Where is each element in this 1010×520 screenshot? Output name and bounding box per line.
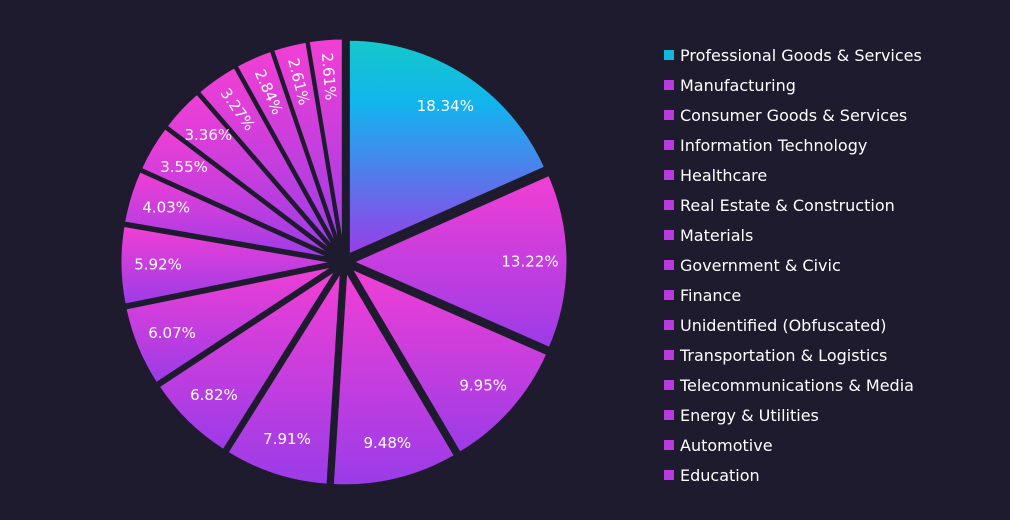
legend-item[interactable]: Healthcare — [664, 160, 922, 190]
pie-slice[interactable] — [196, 64, 341, 257]
legend-item[interactable]: Materials — [664, 220, 922, 250]
legend-label: Transportation & Logistics — [680, 345, 888, 365]
legend-item[interactable]: Education — [664, 460, 922, 490]
slice-data-label: 3.55% — [160, 158, 208, 176]
legend-swatch — [664, 290, 674, 300]
legend-item[interactable]: Real Estate & Construction — [664, 190, 922, 220]
legend-swatch — [664, 470, 674, 480]
legend-swatch — [664, 110, 674, 120]
pie-slice[interactable] — [155, 266, 340, 453]
pie-slice[interactable] — [346, 264, 550, 456]
pie-slice[interactable] — [118, 223, 337, 307]
slice-data-label: 6.82% — [190, 386, 238, 404]
legend-item[interactable]: Government & Civic — [664, 250, 922, 280]
legend-item[interactable]: Automotive — [664, 430, 922, 460]
legend-label: Government & Civic — [680, 255, 841, 275]
legend-label: Information Technology — [680, 135, 868, 155]
pie-slices — [118, 36, 570, 488]
legend-swatch — [664, 80, 674, 90]
legend-item[interactable]: Transportation & Logistics — [664, 340, 922, 370]
pie-slice[interactable] — [138, 125, 339, 260]
pie-slice[interactable] — [163, 90, 340, 258]
legend-swatch — [664, 170, 674, 180]
pie-slice[interactable] — [346, 37, 548, 258]
legend-label: Professional Goods & Services — [680, 45, 922, 65]
pie-slice[interactable] — [121, 168, 337, 262]
legend-label: Materials — [680, 225, 754, 245]
legend-label: Telecommunications & Media — [680, 375, 914, 395]
legend-item[interactable]: Finance — [664, 280, 922, 310]
legend-swatch — [664, 350, 674, 360]
slice-data-label: 18.34% — [417, 97, 474, 115]
legend-label: Education — [680, 465, 760, 485]
slice-data-label: 2.61% — [318, 52, 340, 101]
pie-slice[interactable] — [330, 264, 458, 488]
legend-swatch — [664, 410, 674, 420]
legend-label: Real Estate & Construction — [680, 195, 895, 215]
legend-swatch — [664, 440, 674, 450]
legend-swatch — [664, 380, 674, 390]
pie-slice[interactable] — [224, 268, 344, 487]
chart-legend: Professional Goods & Services Manufacturi… — [664, 40, 922, 490]
slice-data-label: 4.03% — [142, 198, 190, 216]
legend-swatch — [664, 140, 674, 150]
slice-data-label: 6.07% — [148, 324, 196, 342]
slice-data-label: 9.48% — [363, 434, 411, 452]
legend-label: Automotive — [680, 435, 773, 455]
legend-item[interactable]: Energy & Utilities — [664, 400, 922, 430]
legend-label: Manufacturing — [680, 75, 796, 95]
slice-data-label: 13.22% — [501, 252, 558, 270]
legend-label: Consumer Goods & Services — [680, 105, 908, 125]
legend-item[interactable]: Information Technology — [664, 130, 922, 160]
legend-item[interactable]: Professional Goods & Services — [664, 40, 922, 70]
legend-swatch — [664, 230, 674, 240]
legend-label: Energy & Utilities — [680, 405, 819, 425]
pie-chart: 18.34% 13.22% 9.95% 9.48% 7.91% 6.82% 6.07% 5.9… — [118, 36, 570, 488]
legend-item[interactable]: Unidentified (Obfuscated) — [664, 310, 922, 340]
slice-data-label: 5.92% — [134, 256, 182, 274]
slice-data-label: 7.91% — [263, 430, 311, 448]
pie-slice[interactable] — [348, 172, 570, 351]
pie-slice[interactable] — [123, 263, 338, 386]
legend-item[interactable]: Consumer Goods & Services — [664, 100, 922, 130]
legend-label: Unidentified (Obfuscated) — [680, 315, 887, 335]
legend-swatch — [664, 50, 674, 60]
legend-item[interactable]: Telecommunications & Media — [664, 370, 922, 400]
slice-data-label: 9.95% — [459, 376, 507, 394]
legend-label: Healthcare — [680, 165, 768, 185]
slice-data-label: 3.36% — [184, 126, 232, 144]
pie-slice[interactable] — [306, 36, 345, 255]
legend-swatch — [664, 320, 674, 330]
legend-swatch — [664, 200, 674, 210]
legend-item[interactable]: Manufacturing — [664, 70, 922, 100]
legend-swatch — [664, 260, 674, 270]
legend-label: Finance — [680, 285, 742, 305]
